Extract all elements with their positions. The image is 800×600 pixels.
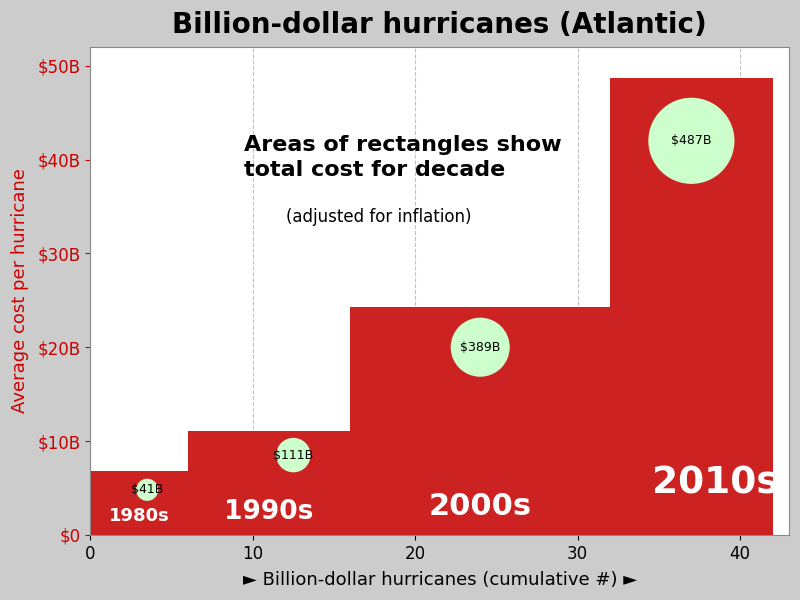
Text: 2000s: 2000s [429,492,532,521]
Point [685,136,698,146]
Text: $487B: $487B [671,134,712,148]
Point [287,450,300,460]
Text: 1980s: 1980s [109,508,170,526]
Title: Billion-dollar hurricanes (Atlantic): Billion-dollar hurricanes (Atlantic) [172,11,707,39]
Y-axis label: Average cost per hurricane: Average cost per hurricane [11,169,29,413]
X-axis label: ► Billion-dollar hurricanes (cumulative #) ►: ► Billion-dollar hurricanes (cumulative … [242,571,637,589]
Bar [90,471,188,535]
Text: $389B: $389B [460,341,500,354]
Point [141,485,154,494]
Text: (adjusted for inflation): (adjusted for inflation) [286,208,471,226]
Text: $41B: $41B [131,484,163,496]
Text: Areas of rectangles show
total cost for decade: Areas of rectangles show total cost for … [244,135,562,179]
Text: $111B: $111B [274,449,314,461]
Point [474,343,486,352]
Bar [350,307,610,535]
Text: 1990s: 1990s [224,499,314,526]
Bar [610,78,773,535]
Bar [188,431,350,535]
Text: 2010s: 2010s [653,466,779,502]
